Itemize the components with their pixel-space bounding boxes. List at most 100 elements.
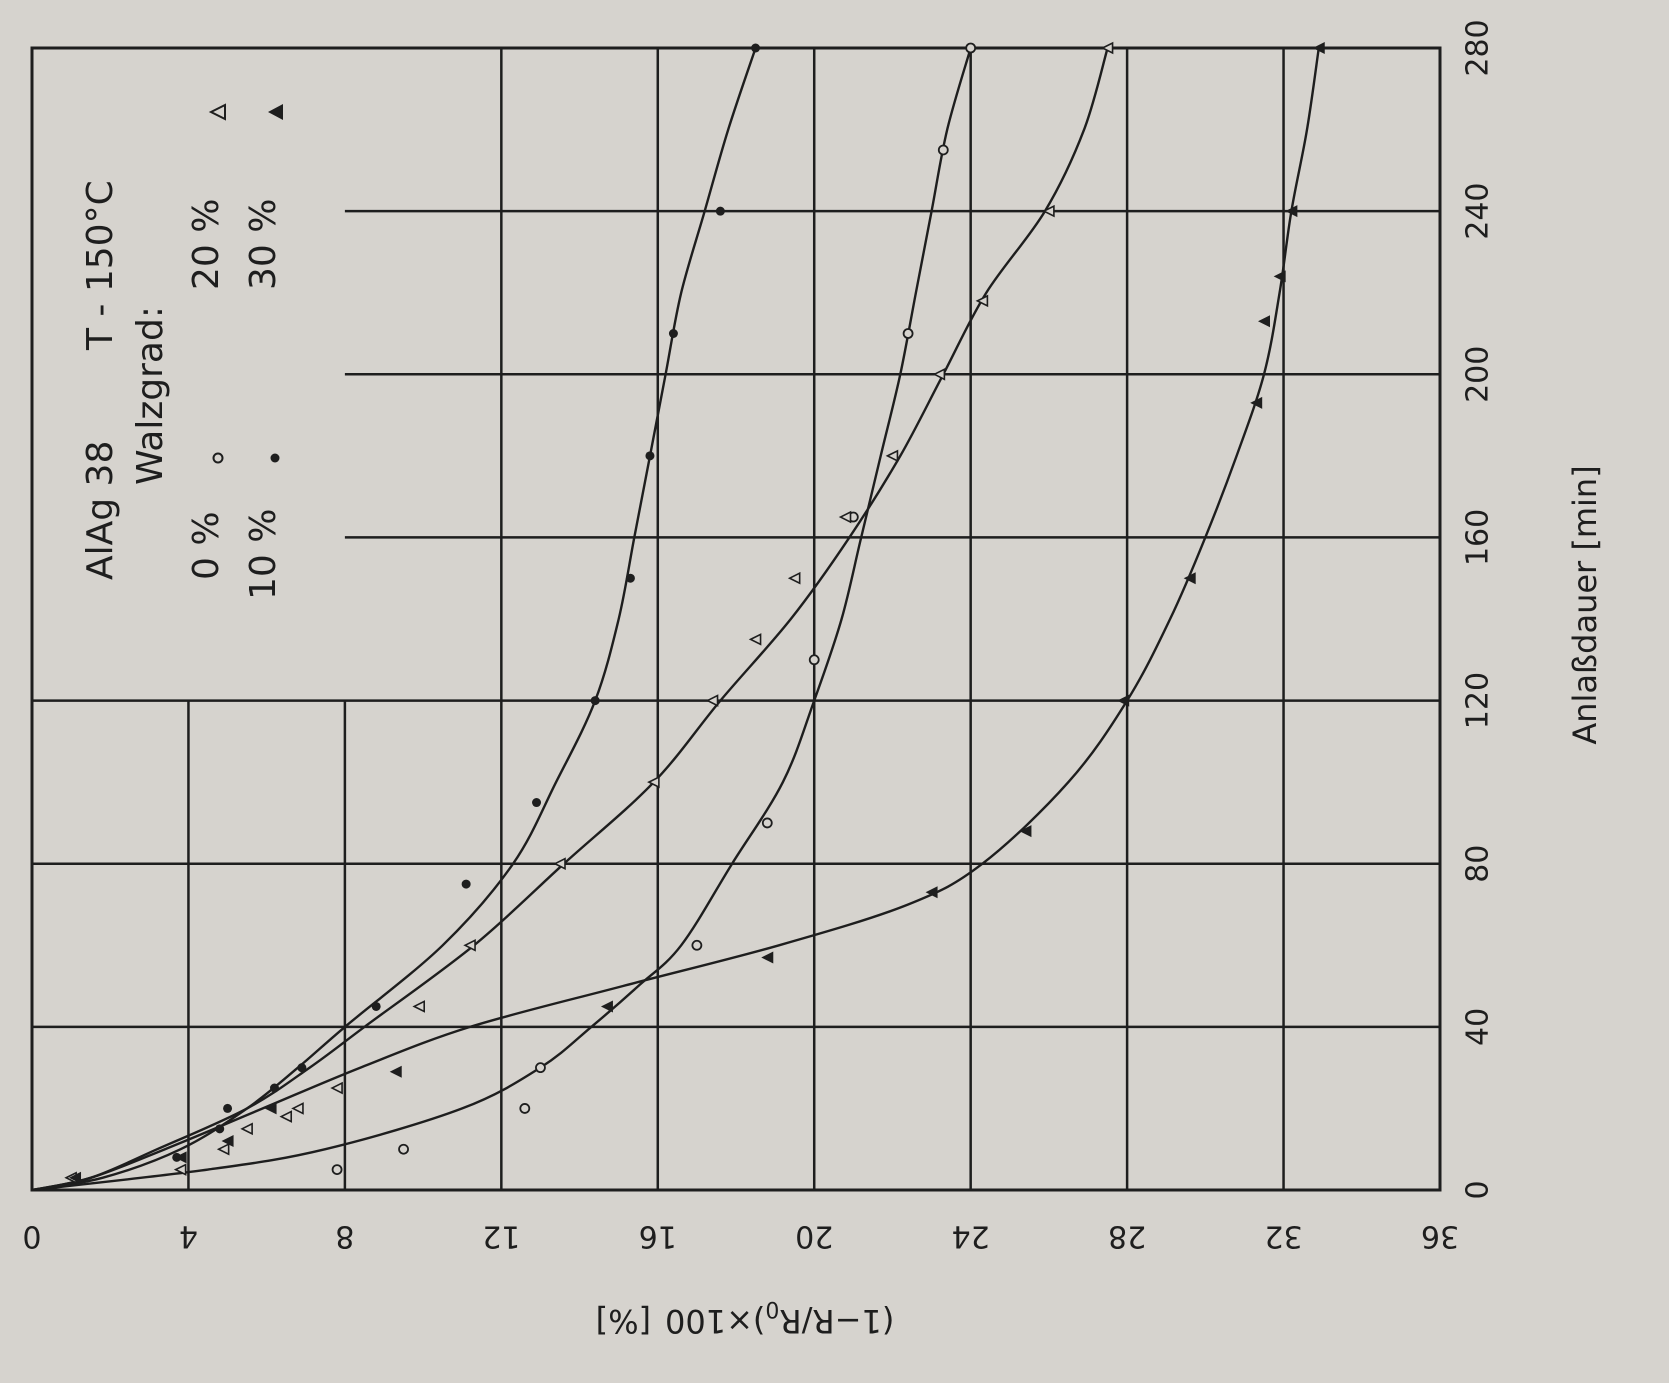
series-line-10pct — [31, 47, 757, 1192]
point-10pct-14 — [751, 43, 761, 53]
point-30pct-0 — [69, 1171, 82, 1184]
point-30pct-9 — [1117, 694, 1130, 707]
point-20pct-4 — [279, 1110, 293, 1123]
y-tick-24: 24 — [952, 1219, 990, 1254]
y-tick-28: 28 — [1108, 1219, 1146, 1254]
point-30pct-1 — [174, 1151, 187, 1164]
point-20pct-19 — [1100, 41, 1114, 55]
y-tick-4: 4 — [179, 1219, 198, 1254]
legend-marker-open-triangle — [208, 103, 226, 121]
point-20pct-17 — [975, 294, 989, 308]
point-20pct-8 — [463, 938, 476, 952]
point-0pct-5 — [761, 817, 773, 829]
point-10pct-10 — [625, 573, 635, 583]
point-20pct-13 — [787, 571, 801, 585]
point-0pct-0 — [331, 1164, 343, 1176]
point-0pct-10 — [965, 42, 977, 54]
y-axis-label-tail: )×100 — [665, 1302, 765, 1340]
y-tick-8: 8 — [335, 1219, 354, 1254]
point-20pct-11 — [705, 694, 719, 707]
x-tick-280: 280 — [1461, 19, 1496, 76]
series-line-20pct — [31, 47, 1109, 1192]
point-0pct-1 — [398, 1143, 409, 1155]
x-tick-80: 80 — [1461, 845, 1496, 883]
grid-lines — [32, 48, 1440, 1190]
point-20pct-7 — [412, 1000, 426, 1013]
y-tick-32: 32 — [1264, 1219, 1302, 1254]
point-20pct-16 — [932, 367, 946, 381]
legend-marker-filled-circle — [270, 453, 280, 463]
point-0pct-9 — [937, 144, 949, 156]
legend-temperature: T - 150°C — [80, 180, 121, 351]
point-30pct-6 — [761, 951, 774, 964]
x-tick-240: 240 — [1461, 183, 1496, 240]
legend-label-20: 20 % — [186, 199, 227, 290]
point-10pct-12 — [668, 329, 678, 338]
series-markers — [64, 41, 1325, 1185]
point-30pct-2 — [221, 1135, 234, 1148]
legend-subtitle: Walzgrad: — [130, 306, 171, 485]
point-20pct-14 — [838, 510, 852, 524]
point-20pct-6 — [330, 1081, 343, 1095]
point-30pct-8 — [1019, 825, 1032, 838]
y-axis-label: (1−R/R0)×100 [%] — [596, 1296, 895, 1340]
legend-label-30: 30 % — [243, 199, 284, 290]
legend-label-10: 10 % — [243, 509, 284, 600]
y-tick-36: 36 — [1421, 1219, 1459, 1254]
point-0pct-3 — [535, 1062, 546, 1074]
point-30pct-11 — [1250, 396, 1263, 409]
point-20pct-1 — [173, 1163, 187, 1176]
x-tick-labels: 0 40 80 120 160 200 240 280 — [1461, 19, 1496, 1199]
y-tick-0: 0 — [22, 1219, 41, 1254]
point-10pct-3 — [223, 1103, 233, 1113]
y-axis-label-unit: [%] — [596, 1302, 651, 1340]
point-10pct-4 — [269, 1083, 279, 1093]
point-20pct-18 — [1042, 204, 1055, 218]
series-line-30pct — [31, 47, 1320, 1192]
legend-marker-filled-triangle — [268, 104, 283, 120]
point-10pct-7 — [461, 879, 471, 889]
legend: AlAg 38 T - 150°C Walzgrad: 0 % 10 % 20 … — [80, 103, 284, 600]
point-30pct-15 — [1312, 42, 1325, 54]
y-tick-12: 12 — [482, 1219, 520, 1254]
point-10pct-11 — [645, 451, 655, 461]
point-30pct-5 — [600, 1000, 613, 1013]
point-30pct-3 — [264, 1102, 277, 1115]
point-10pct-2 — [215, 1124, 225, 1134]
x-axis-label: Anlaßdauer [min] — [1566, 465, 1604, 744]
point-10pct-13 — [715, 206, 725, 216]
y-axis-label-main: (1−R/R — [779, 1302, 894, 1340]
plot-frame — [30, 46, 1442, 1192]
point-10pct-8 — [532, 798, 542, 808]
svg-text:(1−R/R0)×100[%]: (1−R/R0)×100 [%] — [596, 1296, 895, 1340]
x-tick-0: 0 — [1461, 1180, 1496, 1199]
y-axis-label-sub: 0 — [765, 1296, 779, 1321]
legend-marker-open-circle — [212, 452, 224, 464]
point-20pct-2 — [216, 1142, 230, 1156]
series-line-0pct — [31, 47, 972, 1192]
y-tick-16: 16 — [639, 1219, 677, 1254]
point-10pct-9 — [590, 696, 600, 706]
point-30pct-14 — [1285, 205, 1298, 218]
point-0pct-4 — [691, 939, 703, 951]
y-tick-20: 20 — [795, 1219, 833, 1254]
point-30pct-12 — [1258, 315, 1270, 328]
point-30pct-7 — [925, 886, 938, 899]
series-curves — [31, 47, 1320, 1192]
point-0pct-2 — [519, 1103, 531, 1114]
point-20pct-5 — [291, 1102, 304, 1115]
point-0pct-6 — [808, 654, 820, 666]
point-20pct-10 — [647, 775, 660, 789]
point-20pct-3 — [240, 1122, 253, 1136]
point-20pct-15 — [885, 449, 899, 463]
legend-title: AlAg 38 — [80, 441, 121, 580]
x-tick-200: 200 — [1461, 346, 1496, 403]
point-20pct-12 — [748, 633, 762, 646]
point-10pct-6 — [371, 1001, 381, 1011]
x-tick-40: 40 — [1461, 1008, 1496, 1046]
point-10pct-5 — [297, 1063, 307, 1073]
point-20pct-9 — [553, 857, 566, 871]
x-tick-120: 120 — [1461, 672, 1496, 729]
point-30pct-4 — [389, 1065, 402, 1078]
